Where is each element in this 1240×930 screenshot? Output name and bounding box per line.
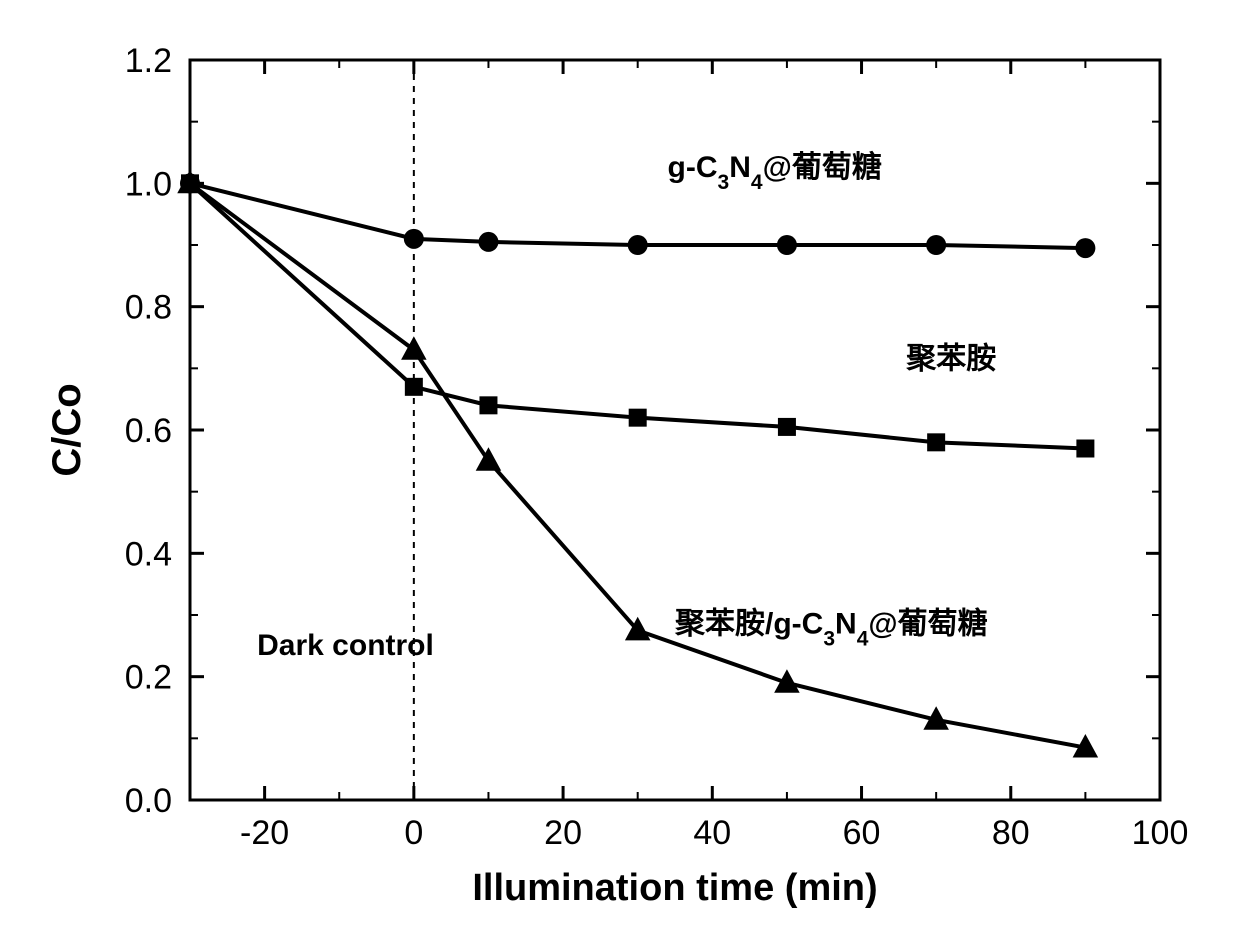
series-label-gcn_glucose: g-C3N4@葡萄糖 — [668, 151, 882, 194]
series-gcn_glucose — [180, 173, 1095, 258]
marker-polyaniline_gcn_glucose — [401, 336, 427, 360]
series-polyaniline_gcn_glucose — [177, 170, 1098, 758]
series-label-polyaniline_gcn_glucose: 聚苯胺/g-C3N4@葡萄糖 — [674, 608, 988, 651]
line-chart: -20 0 20 40 60 80 100 0.0 0.2 0.4 0.6 0.8 1.0 1.2 Illu… — [0, 0, 1240, 930]
y-tick-label: 0.4 — [125, 535, 172, 573]
y-tick-label: 0.6 — [125, 412, 172, 450]
marker-gcn_glucose — [478, 232, 498, 252]
x-tick-label: 100 — [1132, 814, 1189, 852]
marker-polyaniline — [479, 396, 497, 414]
marker-polyaniline — [629, 409, 647, 427]
x-tick-label: 40 — [693, 814, 731, 852]
y-tick-label: 0.0 — [125, 782, 172, 820]
marker-gcn_glucose — [777, 235, 797, 255]
marker-gcn_glucose — [926, 235, 946, 255]
marker-gcn_glucose — [1075, 238, 1095, 258]
series-line-polyaniline_gcn_glucose — [190, 183, 1085, 747]
y-tick-label: 1.2 — [125, 42, 172, 80]
marker-polyaniline — [1076, 440, 1094, 458]
marker-polyaniline — [405, 378, 423, 396]
x-tick-label: -20 — [240, 814, 289, 852]
y-tick-label: 1.0 — [125, 165, 172, 203]
marker-polyaniline — [778, 418, 796, 436]
x-tick-label: 60 — [843, 814, 881, 852]
y-axis-title: C/Co — [45, 383, 89, 476]
marker-polyaniline — [927, 433, 945, 451]
x-axis-title: Illumination time (min) — [472, 867, 877, 909]
x-tick-label: 80 — [992, 814, 1030, 852]
x-tick-label: 0 — [404, 814, 423, 852]
y-tick-label: 0.8 — [125, 289, 172, 327]
x-tick-label: 20 — [544, 814, 582, 852]
marker-gcn_glucose — [628, 235, 648, 255]
dark-control-label: Dark control — [257, 629, 434, 662]
chart-container: -20 0 20 40 60 80 100 0.0 0.2 0.4 0.6 0.8 1.0 1.2 Illu… — [0, 0, 1240, 930]
y-tick-label: 0.2 — [125, 659, 172, 697]
series-label-polyaniline: 聚苯胺 — [905, 342, 996, 375]
marker-gcn_glucose — [404, 229, 424, 249]
